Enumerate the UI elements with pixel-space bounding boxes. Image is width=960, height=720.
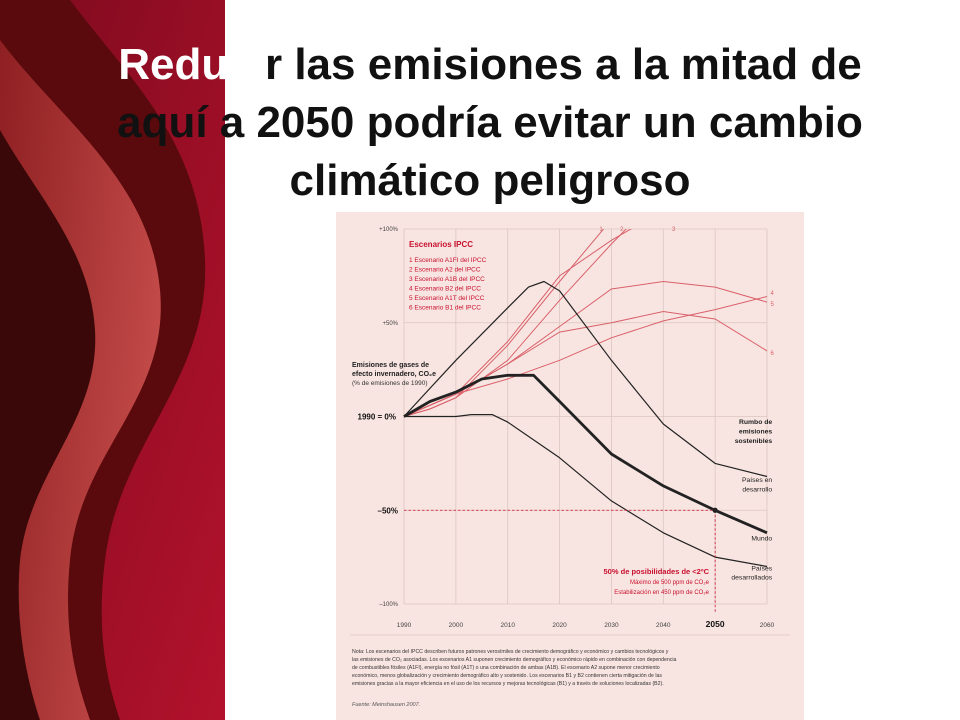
target-title: 50% de posibilidades de <2ºC — [604, 567, 710, 576]
annotation-2: sostenibles — [735, 438, 773, 445]
y-tick-2: 1990 = 0% — [358, 413, 396, 422]
y-axis-title-line-1: Emisiones de gases de — [352, 362, 429, 369]
x-tick-1990: 1990 — [397, 622, 412, 629]
annotation-5: Mundo — [751, 535, 772, 542]
note-line-4: económico, menos globalización y crecimi… — [352, 673, 662, 679]
scenario-end-label-5: 5 — [771, 302, 775, 308]
legend-item-4: 4 Escenario B2 del IPCC — [409, 286, 481, 293]
dark-line-0 — [403, 280, 768, 478]
y-tick-0: +100% — [379, 227, 399, 233]
scenario-end-label-1: 1 — [599, 227, 603, 233]
x-tick-2060: 2060 — [760, 622, 775, 629]
y-axis-unit: (% de emisiones de 1990) — [352, 380, 428, 387]
dark-lines — [403, 280, 768, 568]
title-line-1-highlight: Reduci — [118, 40, 265, 89]
dark-line-1 — [403, 373, 768, 535]
annotation-3: Países en — [742, 477, 772, 484]
y-tick-3: –50% — [378, 506, 398, 515]
legend-item-2: 2 Escenario A2 del IPCC — [409, 267, 481, 274]
title-line-2: aquí a 2050 podría evitar un cambio — [117, 98, 863, 147]
legend-item-6: 6 Escenario B1 del IPCC — [409, 305, 481, 312]
title-line-3: climático peligroso — [289, 156, 691, 205]
title-line-1: Reducir las emisiones a la mitad de — [40, 36, 940, 94]
scenario-line-2 — [404, 229, 627, 417]
legend-item-1: 1 Escenario A1FI del IPCC — [409, 257, 487, 264]
annotation-4: desarrollo — [742, 487, 772, 494]
y-tick-labels: +100% +50% 1990 = 0% –50% –100% — [358, 227, 399, 608]
x-tick-2010: 2010 — [500, 622, 515, 629]
scenario-end-label-3: 3 — [672, 227, 676, 233]
legend-item-5: 5 Escenario A1T del IPCC — [409, 295, 485, 302]
scenario-end-label-4: 4 — [771, 291, 775, 297]
source-note: Fuente: Meinshausen 2007. — [352, 702, 420, 708]
legend-title: Escenarios IPCC — [409, 240, 473, 249]
y-axis-title-line-2: efecto invernadero, CO₂e — [352, 371, 436, 378]
y-tick-4: –100% — [379, 602, 398, 608]
emissions-chart: 1990 2000 2010 2020 2030 2040 2050 2060 +100% +5… — [336, 212, 804, 720]
annotation-0: Rumbo de — [739, 419, 772, 426]
target-dot — [712, 507, 718, 513]
annotations: 1 2 3 4 5 6 Rumbo de emisiones sostenibles Países… — [599, 227, 774, 582]
x-tick-2030: 2030 — [604, 622, 619, 629]
scenario-line-4 — [404, 296, 768, 417]
title-line-1-rest: r las emisiones a la mitad de — [264, 40, 862, 89]
legend-item-3: 3 Escenario A1B del IPCC — [409, 276, 485, 283]
annotation-7: desarrollados — [731, 575, 772, 582]
note-line-2: las emisiones de CO₂ asociadas. Los esce… — [352, 657, 677, 663]
scenario-end-label-2: 2 — [620, 227, 624, 233]
target-line-2: Estabilización en 450 ppm de CO₂e — [614, 590, 709, 596]
x-tick-2020: 2020 — [552, 622, 567, 629]
dark-line-2 — [404, 414, 768, 568]
note-line-5: emisiones gracias a la mayor eficiencia … — [352, 681, 664, 687]
annotation-1: emisiones — [739, 428, 772, 435]
note-line-1: Nota: Los escenarios del IPCC describen … — [352, 649, 669, 655]
annotation-6: Países — [751, 565, 772, 572]
x-tick-labels: 1990 2000 2010 2020 2030 2040 2050 2060 — [397, 619, 775, 629]
scenario-end-label-6: 6 — [771, 351, 775, 357]
target-marker — [404, 507, 718, 612]
target-line-1: Máximo de 500 ppm de CO₂e — [630, 580, 710, 586]
y-tick-1: +50% — [382, 321, 398, 327]
note-line-3: de combustibles fósiles (A1FI), energía … — [352, 665, 660, 671]
x-tick-2050: 2050 — [706, 619, 725, 629]
x-tick-2040: 2040 — [656, 622, 671, 629]
x-tick-2000: 2000 — [449, 622, 464, 629]
left-swoosh-shadow — [0, 130, 96, 720]
slide-title: Reducir las emisiones a la mitad de aquí… — [40, 36, 940, 210]
